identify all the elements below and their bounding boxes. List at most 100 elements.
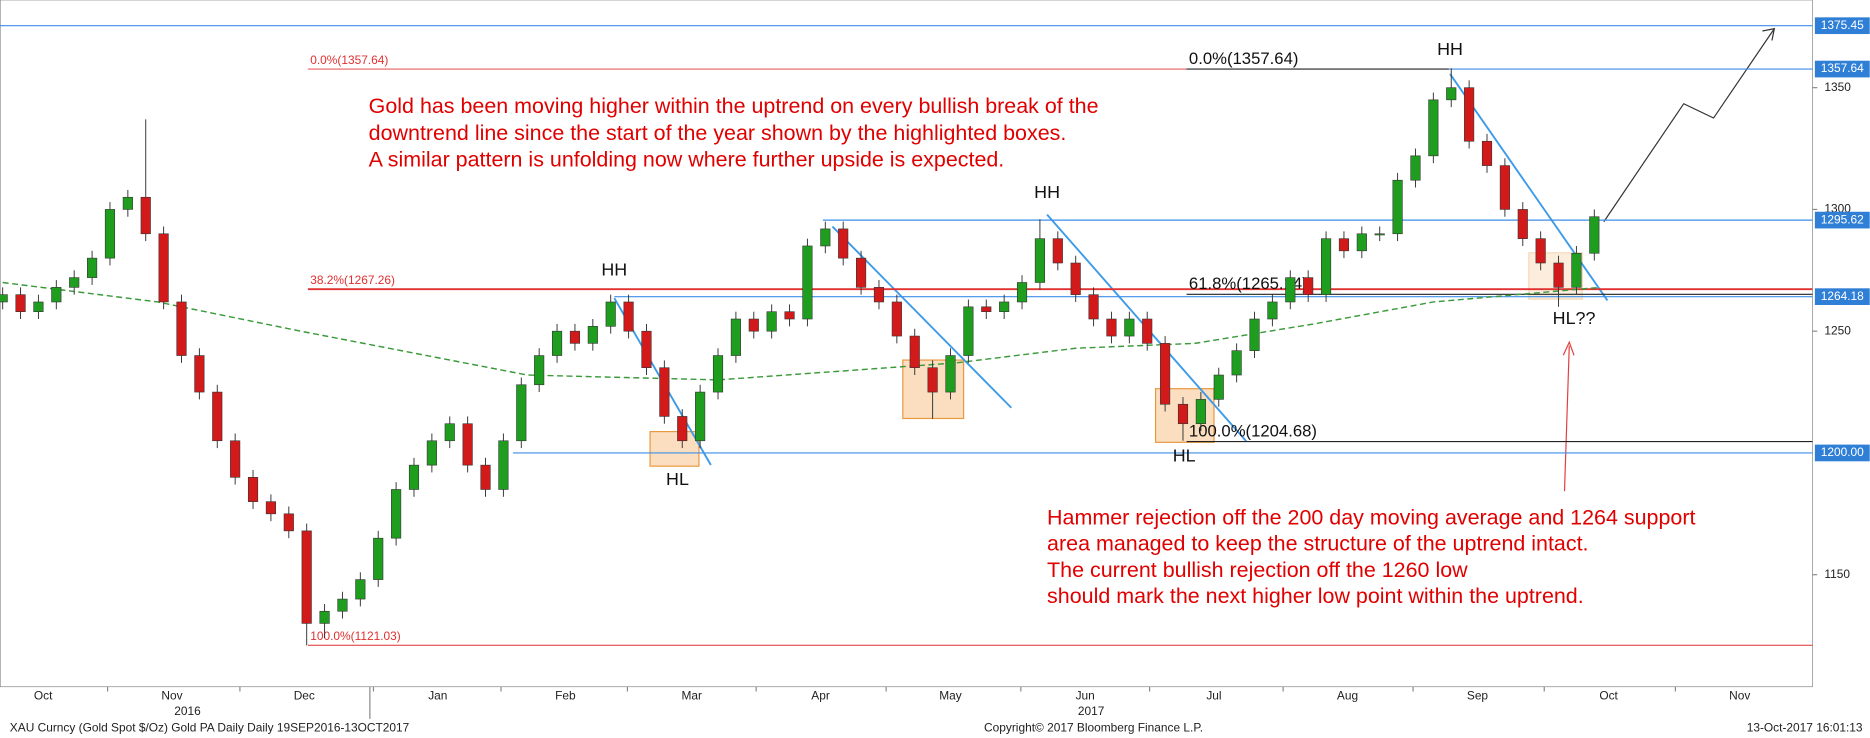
candle-body	[426, 440, 437, 466]
candle-body	[1374, 233, 1385, 236]
x-tick-label: Jan	[428, 688, 447, 702]
candle-body	[677, 416, 688, 442]
moving-average	[2, 281, 1601, 381]
candle-body	[1231, 350, 1242, 376]
candle-body	[265, 501, 276, 515]
x-tick-label: Feb	[555, 688, 576, 702]
arrow-head	[1562, 340, 1575, 356]
candle-body	[0, 294, 8, 303]
candle-body	[1106, 318, 1117, 337]
x-tick-label: Mar	[682, 688, 703, 702]
candle-body	[104, 209, 116, 259]
candle-body	[963, 306, 974, 356]
pointer-arrow	[1563, 345, 1570, 492]
candle-body	[408, 464, 420, 490]
candle-body	[1213, 374, 1224, 400]
candle-body	[1499, 165, 1510, 210]
level-label: 1375.45	[1821, 18, 1864, 32]
candle-body	[1410, 155, 1421, 181]
highlight-box	[649, 430, 700, 467]
candle-body	[1088, 294, 1099, 320]
candle-body	[462, 423, 473, 466]
swing-label: HL	[666, 469, 689, 489]
candle-body	[1356, 233, 1367, 252]
level-label: 1295.62	[1821, 212, 1864, 226]
level-box	[1814, 60, 1870, 78]
candle-body	[534, 355, 545, 386]
fib-label: 0.0%(1357.64)	[1189, 49, 1298, 68]
candle-body	[1589, 216, 1600, 254]
note-line: A similar pattern is unfolding now where…	[369, 148, 1005, 172]
candle-body	[748, 318, 759, 332]
level-label: 1264.18	[1821, 289, 1864, 303]
candle-body	[1177, 403, 1189, 425]
level-box	[1814, 211, 1870, 229]
footer-right: 13-Oct-2017 16:01:13	[1747, 721, 1863, 735]
candle-body	[283, 513, 294, 532]
candle-body	[337, 598, 348, 612]
candle-body	[247, 477, 259, 502]
candle-body	[15, 294, 26, 313]
candle-body	[659, 367, 670, 417]
level-box	[1814, 288, 1870, 306]
fib-label: 0.0%(1357.64)	[310, 53, 388, 67]
candle-body	[1392, 179, 1403, 235]
candle-body	[820, 228, 831, 247]
candle-body	[587, 326, 598, 344]
candle-body	[641, 330, 652, 369]
candle-body	[391, 489, 402, 539]
fib-label: 100.0%(1204.68)	[1189, 421, 1317, 440]
candle-body	[802, 245, 813, 320]
x-tick-label: Nov	[1729, 688, 1750, 702]
x-tick-label: Jun	[1076, 688, 1095, 702]
level-label: 1200.00	[1821, 445, 1864, 459]
candle-body	[1481, 140, 1493, 166]
note-line: area managed to keep the structure of th…	[1047, 532, 1588, 556]
candle-body	[516, 384, 527, 442]
swing-label: HL??	[1553, 308, 1596, 328]
candle-body	[480, 464, 491, 490]
note-line: should mark the next higher low point wi…	[1047, 584, 1584, 608]
x-tick-label: Sep	[1467, 688, 1489, 702]
x-tick-label: Oct	[34, 688, 53, 702]
candle-body	[1338, 238, 1350, 252]
candle-body	[909, 335, 920, 369]
year-label: 2016	[174, 704, 201, 718]
candle-body	[730, 318, 741, 356]
candle-body	[766, 311, 777, 332]
candle-body	[891, 301, 902, 337]
x-tick-label: Oct	[1599, 688, 1618, 702]
swing-label: HH	[1034, 182, 1060, 202]
swing-label: HH	[601, 259, 627, 279]
candle-body	[158, 233, 169, 303]
y-tick-label: 1150	[1824, 567, 1850, 581]
note-line: The current bullish rejection off the 12…	[1047, 558, 1468, 582]
candle-body	[1320, 238, 1332, 295]
trend-line	[831, 225, 1012, 409]
candle-body	[301, 530, 312, 624]
candle-body	[1249, 318, 1260, 351]
candle-body	[838, 228, 849, 259]
candle-body	[1195, 399, 1206, 425]
candle-body	[140, 196, 151, 235]
candle-body	[33, 301, 44, 313]
candle-body	[873, 287, 885, 303]
year-label: 2017	[1078, 704, 1105, 718]
candle-body	[194, 355, 205, 393]
candle-body	[1303, 277, 1314, 295]
fib-label: 100.0%(1121.03)	[310, 629, 400, 643]
candle-body	[87, 257, 98, 278]
y-tick-label: 1350	[1824, 80, 1851, 94]
x-tick-label: Dec	[294, 688, 315, 702]
candle-body	[1160, 343, 1171, 405]
x-tick-label: Jul	[1206, 688, 1221, 702]
footer-center: Copyright© 2017 Bloomberg Finance L.P.	[984, 721, 1203, 735]
swing-label: HL	[1173, 445, 1196, 465]
candle-body	[569, 330, 581, 344]
candle-body	[981, 306, 992, 313]
x-tick-label: May	[939, 688, 962, 702]
candle-body	[1571, 252, 1582, 288]
level-box	[1814, 444, 1870, 462]
